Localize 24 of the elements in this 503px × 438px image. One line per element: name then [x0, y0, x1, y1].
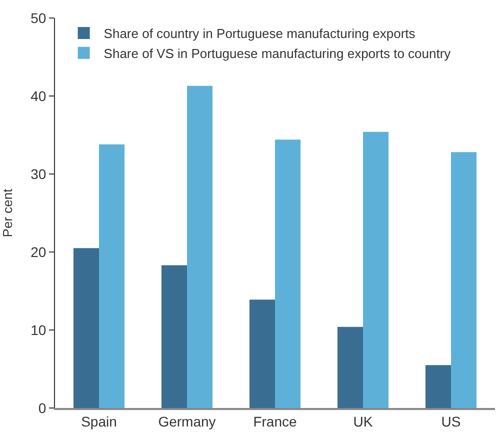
- x-tick-label: France: [253, 414, 297, 430]
- bar: [363, 132, 389, 408]
- y-tick-label: 20: [30, 244, 46, 260]
- y-axis-title: Per cent: [0, 188, 15, 238]
- y-tick-label: 10: [30, 322, 46, 338]
- bar: [249, 300, 275, 408]
- bar: [337, 326, 363, 408]
- y-tick-label: 0: [38, 400, 46, 416]
- y-tick-label: 40: [30, 88, 46, 104]
- bar: [187, 86, 213, 408]
- legend-label: Share of VS in Portuguese manufacturing exports to country: [104, 46, 452, 61]
- bar: [73, 248, 99, 408]
- x-tick-label: Germany: [158, 414, 216, 430]
- bar: [425, 365, 451, 408]
- x-tick-label: Spain: [81, 414, 117, 430]
- bar: [451, 152, 477, 408]
- bar: [161, 265, 187, 408]
- x-tick-label: US: [441, 414, 461, 430]
- bar: [99, 144, 125, 408]
- legend-label: Share of country in Portuguese manufacturing exports: [104, 26, 416, 42]
- y-tick-label: 50: [30, 10, 46, 26]
- bar: [275, 140, 301, 408]
- y-tick-label: 30: [30, 166, 46, 182]
- x-tick-label: UK: [353, 414, 374, 430]
